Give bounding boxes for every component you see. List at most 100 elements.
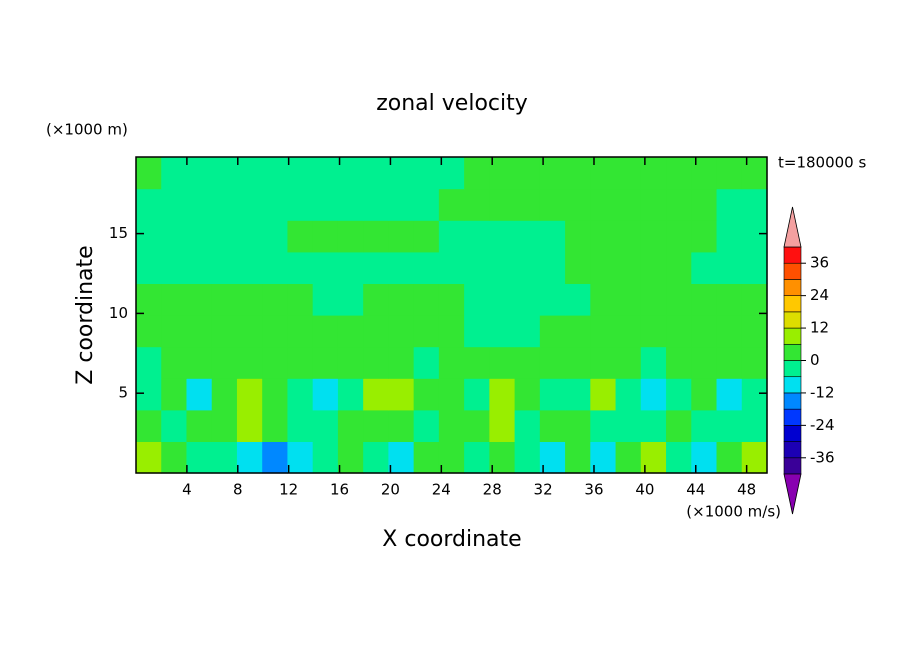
field-cell: [363, 409, 389, 442]
colorbar-tick-label: -12: [810, 383, 835, 401]
field-cell: [489, 315, 516, 348]
field-cell: [438, 283, 465, 316]
x-tick-label: 28: [483, 481, 502, 499]
field-cell: [640, 283, 667, 316]
field-cell: [539, 315, 566, 348]
x-tick-label: 36: [584, 481, 603, 499]
field-cell: [236, 157, 263, 190]
field-cell: [590, 220, 617, 253]
field-cell: [136, 251, 162, 284]
field-cell: [312, 409, 339, 442]
field-cell: [136, 220, 162, 253]
field-cell: [363, 251, 389, 284]
field-cell: [741, 441, 768, 474]
field-cell: [716, 251, 743, 284]
field-cell: [590, 346, 617, 379]
field-cell: [337, 378, 364, 411]
field-cell: [514, 157, 541, 190]
field-cell: [640, 315, 667, 348]
field-cell: [615, 283, 642, 316]
field-cell: [539, 441, 566, 474]
y-tick-label: 15: [109, 224, 128, 242]
field-cell: [615, 188, 642, 221]
x-tick-label: 8: [233, 481, 243, 499]
field-cell: [287, 188, 314, 221]
field-cell: [161, 283, 188, 316]
field-cell: [716, 315, 743, 348]
field-cell: [464, 251, 490, 284]
field-cell: [514, 315, 541, 348]
field-cell: [741, 409, 768, 442]
field-cell: [337, 409, 364, 442]
field-cell: [287, 251, 314, 284]
field-cell: [236, 188, 263, 221]
y-tick-label: 10: [109, 304, 128, 322]
colorbar-bin: [783, 408, 802, 426]
field-cell: [388, 188, 415, 221]
field-cell: [337, 346, 364, 379]
field-cell: [514, 378, 541, 411]
field-cell: [363, 188, 389, 221]
field-cell: [211, 441, 238, 474]
field-cell: [666, 283, 692, 316]
field-cell: [539, 378, 566, 411]
field-cell: [464, 378, 490, 411]
field-cell: [716, 188, 743, 221]
field-cell: [615, 157, 642, 190]
field-cell: [312, 220, 339, 253]
field-cell: [489, 283, 516, 316]
field-cell: [413, 157, 440, 190]
field-cell: [539, 283, 566, 316]
colorbar-bin: [783, 376, 802, 394]
field-cell: [565, 346, 591, 379]
colorbar-tick-label: 36: [810, 254, 829, 272]
field-cell: [666, 378, 692, 411]
field-cell: [666, 188, 692, 221]
field-cell: [312, 441, 339, 474]
field-cell: [464, 188, 490, 221]
field-cell: [211, 283, 238, 316]
field-cell: [136, 188, 162, 221]
field-cell: [514, 441, 541, 474]
field-cell: [640, 378, 667, 411]
colorbar: -36 -24 -12 0 12 24 36: [783, 206, 835, 515]
field-cell: [363, 378, 389, 411]
field-cell: [438, 188, 465, 221]
field-cell: [565, 409, 591, 442]
field-cell: [136, 346, 162, 379]
field-cell: [262, 157, 289, 190]
field-cell: [640, 220, 667, 253]
field-cell: [539, 251, 566, 284]
field-cell: [287, 157, 314, 190]
field-cell: [716, 346, 743, 379]
field-cell: [565, 251, 591, 284]
field-cell: [161, 315, 188, 348]
x-tick-label: 4: [182, 481, 192, 499]
field-cell: [236, 315, 263, 348]
field-cell: [489, 220, 516, 253]
y-axis-label: Z coordinate: [73, 245, 98, 384]
contour-field: [136, 157, 768, 474]
field-cell: [186, 220, 213, 253]
field-cell: [640, 251, 667, 284]
plot-frame: [135, 156, 768, 474]
field-cell: [337, 157, 364, 190]
field-cell: [388, 220, 415, 253]
field-cell: [539, 157, 566, 190]
field-cell: [413, 346, 440, 379]
field-cell: [565, 220, 591, 253]
field-cell: [464, 441, 490, 474]
field-cell: [741, 251, 768, 284]
field-cell: [489, 441, 516, 474]
field-cell: [438, 378, 465, 411]
colorbar-bin: [783, 295, 802, 313]
colorbar-bin: [783, 311, 802, 329]
field-cell: [413, 220, 440, 253]
colorbar-tick-label: 0: [810, 351, 820, 369]
field-cell: [337, 283, 364, 316]
field-cell: [236, 378, 263, 411]
field-cell: [211, 220, 238, 253]
field-cell: [514, 188, 541, 221]
field-cell: [666, 346, 692, 379]
colorbar-bin: [783, 425, 802, 442]
